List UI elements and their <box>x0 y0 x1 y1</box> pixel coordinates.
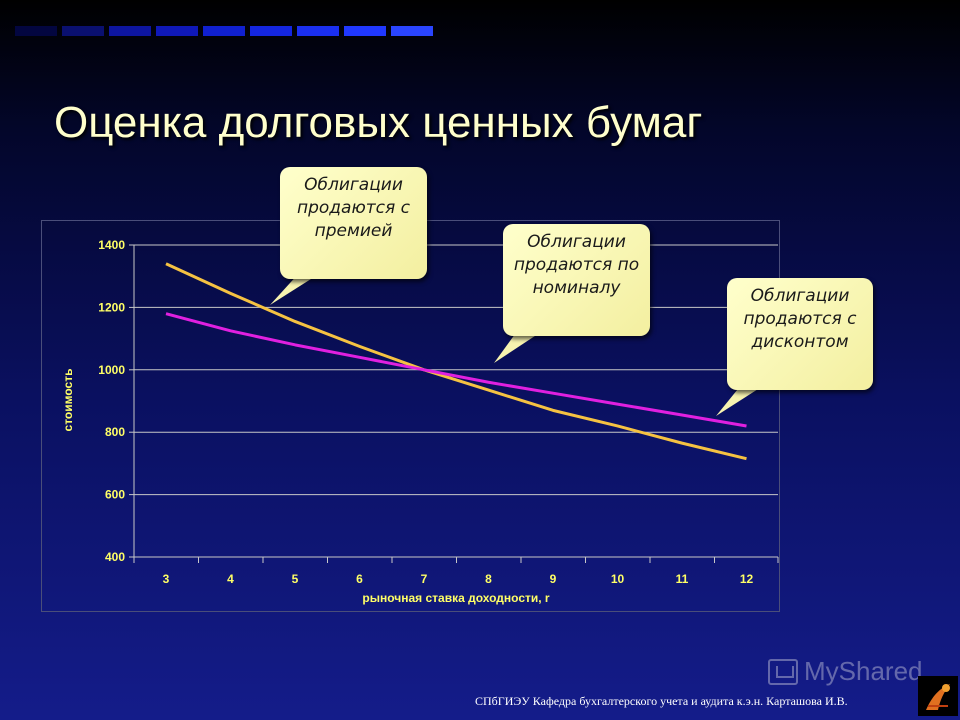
presentation-icon <box>768 658 798 685</box>
callout-discount-tail <box>716 384 766 416</box>
x-tick-label: 4 <box>227 572 234 586</box>
tick-labels: 400 600 800 1000 1200 1400 3 4 5 6 7 8 9 10 11 12 <box>98 238 753 586</box>
top-decor-bars <box>15 26 433 36</box>
axes <box>129 244 779 563</box>
x-tick-label: 6 <box>356 572 363 586</box>
top-bar-2 <box>109 26 151 36</box>
top-bar-7 <box>344 26 386 36</box>
x-tick-label: 10 <box>611 572 625 586</box>
callout-par-tail <box>494 330 544 363</box>
y-tick-label: 400 <box>105 550 125 564</box>
x-tick-label: 12 <box>740 572 754 586</box>
series <box>165 262 747 461</box>
y-axis-label: стоимость <box>61 369 75 432</box>
slide-title: Оценка долговых ценных бумаг <box>54 98 703 147</box>
grid-lines <box>134 244 778 496</box>
callout-discount: Облигации продаются с дисконтом <box>727 278 873 390</box>
top-bar-1 <box>62 26 104 36</box>
y-tick-label: 600 <box>105 488 125 502</box>
watermark: MyShared <box>768 656 923 687</box>
top-bar-6 <box>297 26 339 36</box>
x-axis-label: рыночная ставка доходности, r <box>362 591 550 605</box>
top-bar-5 <box>250 26 292 36</box>
y-tick-label: 1200 <box>98 300 125 314</box>
top-bar-8 <box>391 26 433 36</box>
top-bar-3 <box>156 26 198 36</box>
callout-par: Облигации продаются по номиналу <box>503 224 650 336</box>
footer-text: СПбГИЭУ Кафедра бухгалтерского учета и а… <box>475 694 848 708</box>
x-tick-label: 11 <box>676 572 689 586</box>
series-line-0 <box>165 262 747 461</box>
y-tick-label: 1000 <box>98 363 125 377</box>
university-logo-icon <box>918 676 958 716</box>
callout-premium-tail <box>270 272 322 305</box>
x-tick-label: 8 <box>485 572 492 586</box>
x-tick-label: 3 <box>163 572 170 586</box>
series-line-1 <box>165 312 747 428</box>
callout-premium: Облигации продаются с премией <box>280 167 427 279</box>
x-tick-label: 5 <box>292 572 299 586</box>
y-tick-label: 800 <box>105 425 125 439</box>
top-bar-0 <box>15 26 57 36</box>
x-tick-label: 9 <box>550 572 557 586</box>
x-tick-label: 7 <box>421 572 428 586</box>
watermark-text: MyShared <box>804 656 923 686</box>
top-bar-4 <box>203 26 245 36</box>
y-tick-label: 1400 <box>98 238 125 252</box>
